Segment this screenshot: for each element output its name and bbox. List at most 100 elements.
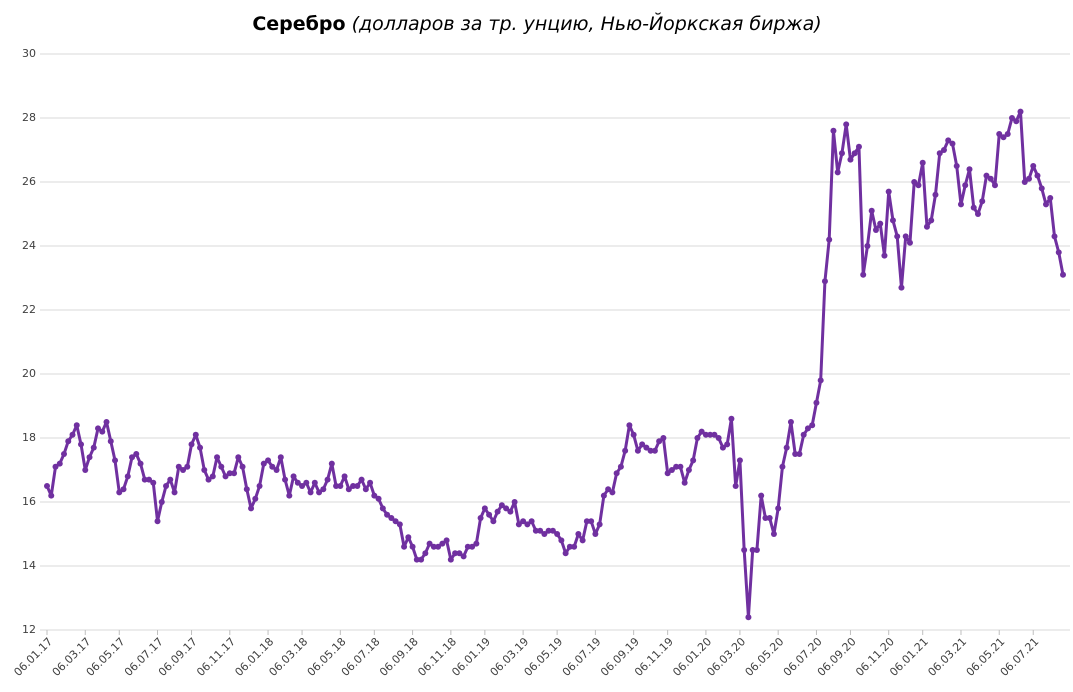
point bbox=[898, 284, 905, 291]
point bbox=[1000, 134, 1007, 141]
point bbox=[112, 457, 119, 464]
point bbox=[243, 486, 250, 493]
point bbox=[171, 489, 178, 496]
point bbox=[290, 473, 297, 480]
point bbox=[851, 150, 858, 157]
point bbox=[167, 476, 174, 483]
point bbox=[341, 473, 348, 480]
point bbox=[90, 444, 97, 451]
point bbox=[834, 169, 841, 176]
point bbox=[579, 537, 586, 544]
point bbox=[328, 460, 335, 467]
point bbox=[52, 463, 59, 470]
point bbox=[209, 473, 216, 480]
point bbox=[677, 463, 684, 470]
y-tick-label: 30 bbox=[22, 47, 36, 60]
point bbox=[1051, 233, 1058, 240]
point bbox=[99, 428, 106, 435]
x-tick-label: 06.05.20 bbox=[743, 635, 787, 679]
point bbox=[889, 217, 896, 224]
point bbox=[520, 518, 527, 525]
point bbox=[770, 531, 777, 537]
point bbox=[838, 150, 845, 157]
point bbox=[248, 505, 255, 512]
point bbox=[260, 460, 267, 467]
point bbox=[783, 444, 790, 451]
point bbox=[430, 543, 437, 550]
point bbox=[277, 454, 284, 461]
point bbox=[95, 425, 102, 432]
point bbox=[872, 227, 879, 233]
point bbox=[668, 467, 675, 473]
point bbox=[804, 425, 811, 432]
point bbox=[566, 543, 573, 550]
x-tick-label: 06.01.17 bbox=[11, 635, 55, 679]
point bbox=[656, 438, 663, 445]
point bbox=[932, 191, 939, 198]
point bbox=[864, 243, 871, 249]
point bbox=[766, 515, 773, 521]
point bbox=[180, 467, 187, 473]
point bbox=[337, 483, 344, 489]
point bbox=[469, 543, 476, 550]
point bbox=[486, 511, 493, 518]
x-tick-label: 06.11.17 bbox=[194, 635, 238, 679]
point bbox=[388, 515, 395, 521]
point bbox=[515, 521, 522, 528]
point bbox=[320, 486, 327, 493]
point bbox=[843, 121, 850, 128]
point bbox=[949, 140, 956, 147]
chart-subtitle: (долларов за тр. унцию, Нью-Йоркская бир… bbox=[352, 12, 822, 35]
point bbox=[379, 505, 386, 512]
point bbox=[647, 447, 654, 454]
point bbox=[1021, 179, 1028, 185]
point bbox=[830, 127, 837, 134]
point bbox=[282, 476, 289, 483]
point bbox=[1017, 108, 1024, 115]
point bbox=[184, 463, 191, 470]
point bbox=[1008, 115, 1015, 121]
point bbox=[214, 454, 221, 461]
point bbox=[435, 543, 442, 550]
point bbox=[639, 441, 646, 448]
point bbox=[664, 470, 671, 477]
point bbox=[809, 422, 816, 429]
point bbox=[265, 457, 272, 464]
point bbox=[1060, 271, 1066, 278]
point bbox=[537, 527, 544, 534]
point bbox=[690, 457, 697, 464]
point bbox=[634, 447, 641, 454]
point bbox=[673, 463, 680, 470]
point bbox=[758, 492, 765, 499]
point bbox=[69, 431, 76, 438]
point bbox=[350, 483, 357, 489]
point bbox=[507, 508, 514, 515]
point bbox=[239, 463, 246, 470]
point bbox=[252, 495, 259, 502]
y-tick-label: 12 bbox=[22, 623, 36, 636]
point bbox=[256, 483, 263, 489]
point bbox=[554, 531, 561, 537]
point bbox=[1013, 118, 1020, 125]
point bbox=[188, 441, 195, 448]
point bbox=[294, 479, 301, 486]
point bbox=[447, 556, 454, 563]
point bbox=[605, 486, 612, 493]
point bbox=[498, 502, 505, 509]
point bbox=[1030, 163, 1037, 169]
point bbox=[974, 211, 981, 217]
y-tick-label: 24 bbox=[22, 239, 36, 252]
point bbox=[503, 505, 510, 512]
point bbox=[877, 220, 884, 227]
point bbox=[826, 236, 833, 243]
point bbox=[307, 489, 314, 496]
point bbox=[881, 252, 888, 259]
point bbox=[222, 473, 229, 480]
point bbox=[736, 457, 743, 464]
point bbox=[792, 451, 799, 457]
point bbox=[719, 444, 726, 451]
point bbox=[979, 198, 986, 205]
point bbox=[562, 550, 569, 557]
point bbox=[358, 476, 365, 483]
x-tick-label: 06.03.21 bbox=[925, 635, 969, 679]
